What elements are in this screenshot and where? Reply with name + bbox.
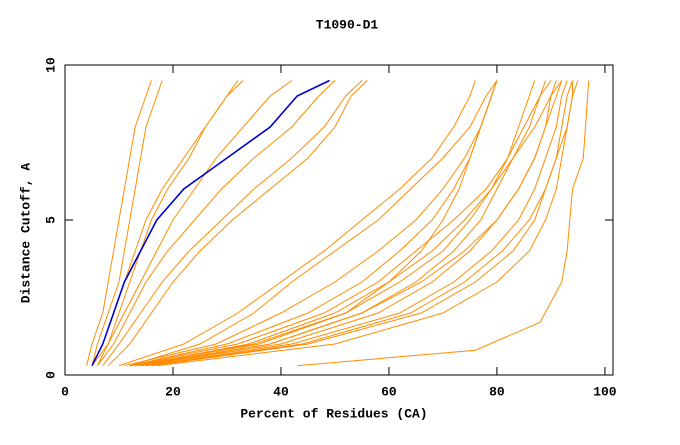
data-line: [129, 80, 552, 367]
data-line: [145, 80, 579, 367]
x-tick-label: 100: [593, 384, 617, 399]
y-axis-label: Distance Cutoff, A: [18, 163, 33, 304]
x-tick-label: 0: [61, 384, 69, 399]
data-line: [129, 80, 498, 367]
x-axis-label: Percent of Residues (CA): [240, 406, 427, 421]
data-line: [118, 80, 476, 367]
data-line: [145, 80, 568, 367]
data-line: [91, 80, 239, 366]
data-line: [129, 80, 498, 367]
x-tick-label: 40: [273, 384, 289, 399]
x-tick-label: 20: [165, 384, 181, 399]
data-line: [135, 80, 536, 367]
data-line: [156, 80, 574, 367]
data-line: [129, 80, 498, 367]
plot-frame: [64, 64, 614, 376]
data-line: [297, 80, 590, 367]
data-line: [107, 80, 368, 367]
data-line: [96, 80, 336, 366]
data-line: [140, 80, 546, 367]
data-line: [96, 80, 293, 366]
data-line: [91, 80, 163, 366]
y-tick-label: 0: [43, 371, 58, 379]
data-line: [91, 79, 330, 367]
x-tick-label: 60: [381, 384, 397, 399]
data-line: [102, 80, 363, 366]
data-line: [86, 80, 152, 366]
y-tick-label: 5: [43, 216, 58, 224]
data-line: [135, 80, 563, 367]
y-tick-label: 10: [43, 57, 58, 73]
chart-title: T1090-D1: [316, 17, 379, 32]
x-tick-label: 80: [489, 384, 505, 399]
data-line: [151, 80, 573, 367]
